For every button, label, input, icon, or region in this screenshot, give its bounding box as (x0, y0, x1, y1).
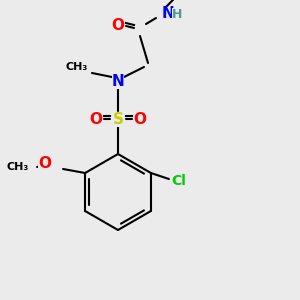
Text: O: O (134, 112, 146, 127)
Text: S: S (112, 112, 124, 127)
Text: CH₃: CH₃ (66, 62, 88, 72)
Text: O: O (112, 19, 124, 34)
Text: O: O (38, 155, 51, 170)
Text: Cl: Cl (172, 174, 186, 188)
Text: N: N (162, 7, 175, 22)
Text: CH₃: CH₃ (7, 162, 29, 172)
Text: O: O (89, 112, 103, 127)
Text: H: H (172, 8, 182, 20)
Text: N: N (112, 74, 124, 88)
